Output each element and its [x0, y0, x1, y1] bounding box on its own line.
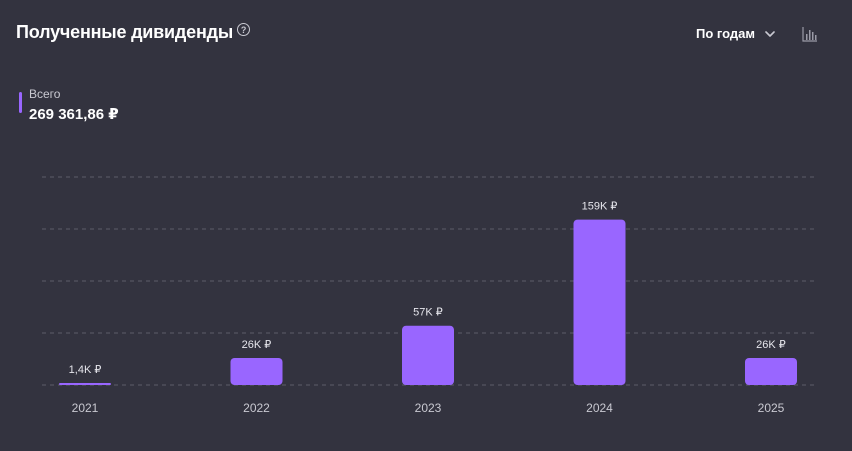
data-label-2021: 1,4K ₽ — [69, 364, 102, 376]
page-title: Полученные дивиденды ? — [16, 22, 251, 43]
bar-2021[interactable] — [59, 383, 111, 385]
x-tick-label-2021: 2021 — [72, 401, 99, 415]
x-tick-label-2022: 2022 — [243, 401, 270, 415]
title-text: Полученные дивиденды — [16, 22, 234, 42]
period-select-label: По годам — [696, 26, 756, 41]
bar-2022[interactable] — [230, 357, 283, 385]
bar-2024[interactable] — [573, 219, 626, 385]
total-value: 269 361,86 ₽ — [29, 106, 119, 123]
x-tick-label-2023: 2023 — [415, 401, 442, 415]
data-label-2024: 159K ₽ — [582, 201, 618, 213]
bar-chart-icon[interactable] — [802, 26, 818, 42]
series-color-marker — [19, 92, 22, 113]
bar-2025[interactable] — [745, 357, 797, 385]
x-tick-label-2025: 2025 — [758, 401, 785, 415]
data-label-2023: 57K ₽ — [413, 307, 443, 319]
period-select[interactable]: По годам — [696, 26, 775, 41]
data-label-2025: 26K ₽ — [756, 339, 786, 351]
question-circle-icon[interactable]: ? — [237, 23, 251, 36]
x-tick-label-2024: 2024 — [586, 401, 613, 415]
data-label-2022: 26K ₽ — [242, 339, 272, 351]
chevron-down-icon — [765, 30, 775, 37]
total-label: Всего — [29, 87, 61, 101]
bar-2023[interactable] — [402, 325, 454, 385]
